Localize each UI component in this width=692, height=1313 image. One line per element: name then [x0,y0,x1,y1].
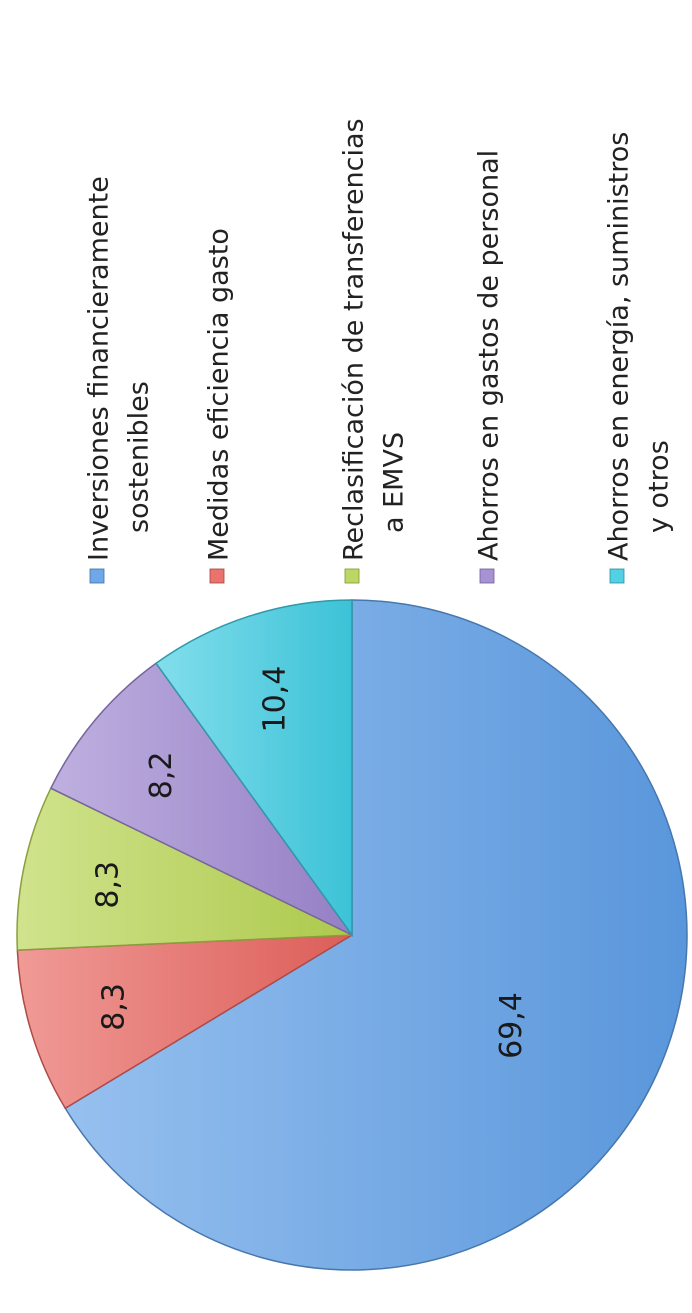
pie: 69,4 8,3 8,3 8,2 10,4 [16,599,688,1271]
legend: Inversiones financieramente sostenibles Me… [84,118,675,584]
slice-data-label: 8,3 [91,861,126,909]
pie-slice [16,787,353,951]
pie-slice [49,662,353,936]
legend-label: sostenibles [124,381,155,533]
legend-label: y otros [644,440,675,533]
legend-swatch [89,568,105,584]
slice-data-label: 10,4 [257,666,292,733]
legend-swatch [609,568,625,584]
legend-label: Inversiones financieramente [84,176,115,561]
legend-label: Medidas eficiencia gasto [204,228,235,561]
pie-slice [155,599,353,938]
legend-label: Ahorros en energía, suministros [604,132,635,561]
pie-slice [64,599,688,1271]
legend-label: Reclasificación de transferencias [339,118,370,561]
legend-label: a EMVS [379,432,410,533]
legend-swatch [344,568,360,584]
legend-label: Ahorros en gastos de personal [474,150,505,561]
slice-data-label: 8,3 [96,983,131,1031]
slice-data-label: 69,4 [494,992,529,1059]
pie-slice [16,934,353,1110]
legend-swatch [479,568,495,584]
slice-data-label: 8,2 [144,751,179,799]
legend-swatch [209,568,225,584]
